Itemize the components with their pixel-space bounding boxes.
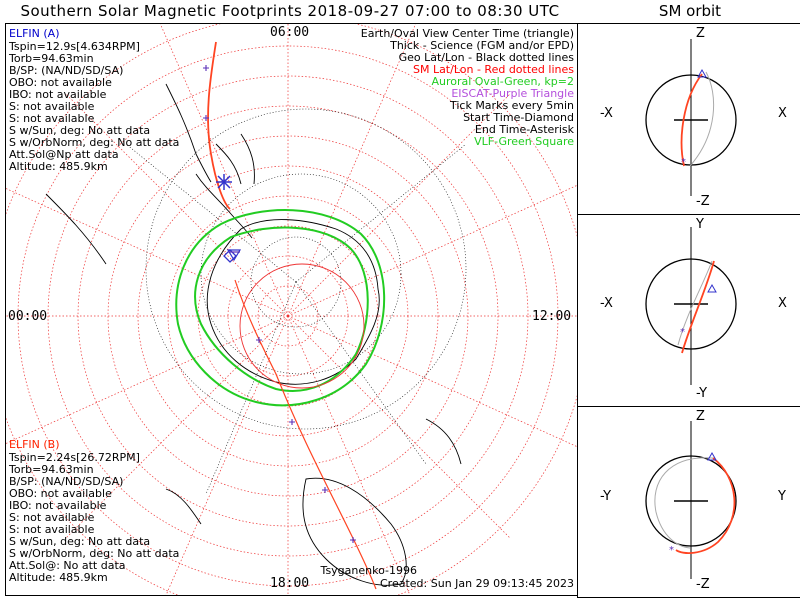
axis-bottom-label: -Z bbox=[696, 577, 710, 592]
probe-a-line: Tspin=12.9s[4.634RPM] bbox=[9, 40, 140, 53]
probe-b-line: IBO: not available bbox=[9, 499, 107, 512]
probe-a-line: B/SP: (NA/ND/SD/SA) bbox=[9, 64, 124, 77]
end-asterisk-marker bbox=[216, 174, 232, 190]
polar-cap-circle bbox=[239, 263, 365, 389]
axis-left-label: -X bbox=[600, 296, 613, 311]
orbit-path bbox=[675, 457, 736, 554]
geo-lat-circles bbox=[145, 108, 467, 430]
orbit-shadow-path bbox=[654, 457, 714, 549]
probe-a-line: Att.Sol@Np att data bbox=[9, 148, 119, 161]
axis-bottom-label: -Z bbox=[696, 194, 710, 209]
probe-b-line: Torb=94.63min bbox=[9, 463, 94, 476]
legend-auroral: Auroral Oval-Green, kp=2 bbox=[431, 75, 574, 88]
orbit-xy-svg: * bbox=[645, 227, 737, 385]
auroral-ovals bbox=[175, 209, 386, 407]
legend: Earth/Oval View Center Time (triangle) T… bbox=[361, 28, 574, 148]
axis-right-label: X bbox=[778, 106, 787, 121]
orbit-end-asterisk: * bbox=[681, 157, 686, 168]
probe-b-line: S w/OrbNorm, deg: No att data bbox=[9, 547, 180, 560]
probe-a-line: Torb=94.63min bbox=[9, 52, 94, 65]
probe-b-line: B/SP: (NA/ND/SD/SA) bbox=[9, 475, 124, 488]
probe-a-line: IBO: not available bbox=[9, 88, 107, 101]
hour-label-right: 12:00 bbox=[532, 309, 572, 324]
orbit-panel-xy: * Y -Y -X X bbox=[577, 214, 800, 407]
continent-outlines bbox=[45, 83, 462, 586]
created-timestamp: Created: Sun Jan 29 09:13:45 2023 bbox=[380, 577, 574, 590]
axis-left-label: -X bbox=[600, 106, 613, 121]
orbit-start-triangle bbox=[697, 68, 707, 78]
probe-a-line: S w/OrbNorm, deg: No att data bbox=[9, 136, 180, 149]
orbit-end-asterisk: * bbox=[680, 327, 685, 338]
orbit-yz-svg: * bbox=[645, 421, 737, 579]
probe-a-line: S w/Sun, deg: No att data bbox=[9, 124, 151, 137]
orbit-shadow-path bbox=[689, 71, 715, 167]
plot-title: Southern Solar Magnetic Footprints 2018-… bbox=[20, 2, 560, 20]
axis-left-label: -Y bbox=[600, 489, 612, 504]
probe-a-name: ELFIN (A) bbox=[9, 27, 60, 40]
probe-b-line: S: not available bbox=[9, 511, 95, 524]
legend-sm: SM Lat/Lon - Red dotted lines bbox=[412, 63, 574, 76]
legend-center-time: Earth/Oval View Center Time (triangle) bbox=[360, 27, 574, 40]
orbit-start-triangle bbox=[707, 283, 717, 293]
legend-tick: Tick Marks every 5min bbox=[449, 99, 574, 112]
probe-a-line: Altitude: 485.9km bbox=[9, 160, 108, 173]
orbit-end-asterisk: * bbox=[669, 545, 674, 556]
model-credit: Tsyganenko-1996 bbox=[320, 564, 417, 577]
axis-top-label: Y bbox=[696, 217, 704, 232]
elfin-b-trace-lower bbox=[234, 279, 377, 590]
orbit-panel-xz: * Z -Z -X X bbox=[577, 23, 800, 215]
probe-b-name: ELFIN (B) bbox=[9, 438, 60, 451]
probe-b-line: Altitude: 485.9km bbox=[9, 571, 108, 584]
axis-bottom-label: -Y bbox=[696, 386, 708, 401]
probe-b-line: S w/Sun, deg: No att data bbox=[9, 535, 151, 548]
probe-b-line: Att.Sol@: No att data bbox=[9, 559, 126, 572]
geo-lon-lines bbox=[125, 143, 467, 495]
orbit-start-triangle bbox=[707, 451, 717, 461]
elfin-b-trace-upper bbox=[207, 41, 231, 210]
orbit-panel-yz: * Z -Z -Y Y bbox=[577, 406, 800, 598]
legend-start: Start Time-Diamond bbox=[463, 111, 574, 124]
orbit-xz-svg: * bbox=[645, 39, 737, 196]
axis-right-label: Y bbox=[778, 489, 786, 504]
hour-label-bottom: 18:00 bbox=[270, 576, 310, 591]
probe-b-line: Tspin=2.24s[26.72RPM] bbox=[9, 451, 140, 464]
axis-top-label: Z bbox=[696, 409, 705, 424]
probe-b-line: OBO: not available bbox=[9, 487, 112, 500]
legend-end: End Time-Asterisk bbox=[474, 123, 574, 136]
legend-geo: Geo Lat/Lon - Black dotted lines bbox=[398, 51, 574, 64]
axis-top-label: Z bbox=[696, 26, 705, 41]
start-diamond-marker bbox=[223, 249, 237, 263]
legend-eiscat: EISCAT-Purple Triangle bbox=[451, 87, 574, 100]
probe-b-line: S: not available bbox=[9, 523, 95, 536]
probe-a-line: S: not available bbox=[9, 112, 95, 125]
polar-map-svg bbox=[6, 24, 577, 595]
five-minute-ticks bbox=[203, 65, 356, 543]
axis-right-label: X bbox=[778, 296, 787, 311]
polar-footprint-map: 06:00 00:00 12:00 18:00 ELFIN (A) Tspin=… bbox=[5, 23, 578, 596]
orbit-path bbox=[681, 260, 715, 354]
probe-a-line: S: not available bbox=[9, 100, 95, 113]
hour-label-left: 00:00 bbox=[8, 309, 48, 324]
legend-vlf: VLF-Green Square bbox=[474, 135, 574, 148]
orbit-shadow-path bbox=[677, 260, 713, 346]
legend-science: Thick - Science (FGM and/or EPD) bbox=[390, 39, 574, 52]
center-time-triangle bbox=[226, 249, 242, 262]
orbit-panel-title: SM orbit bbox=[658, 2, 722, 20]
orbit-path bbox=[680, 73, 703, 167]
probe-a-line: OBO: not available bbox=[9, 76, 112, 89]
hour-label-top: 06:00 bbox=[270, 25, 310, 40]
